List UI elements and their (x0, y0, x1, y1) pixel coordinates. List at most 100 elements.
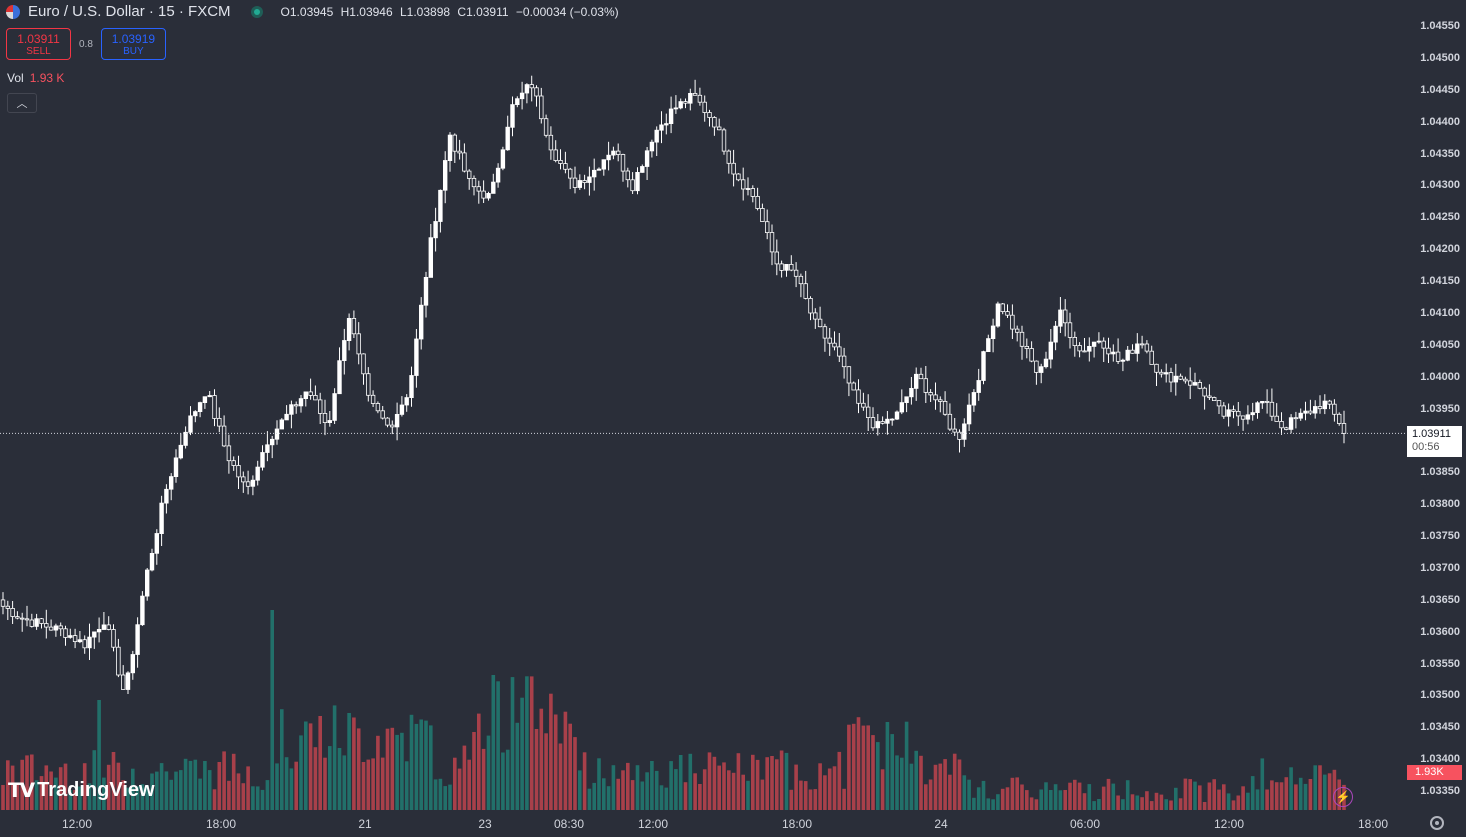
volume-bar (1034, 799, 1039, 810)
last-volume-label: 1.93K (1407, 765, 1462, 780)
volume-bar (419, 719, 423, 810)
price-chart[interactable] (0, 0, 1406, 810)
brand-name: TradingView (37, 779, 155, 801)
volume-bar (467, 759, 471, 810)
candle-body (885, 418, 890, 424)
candle-body (404, 397, 409, 406)
candle-body (1231, 409, 1236, 412)
volume-bar (1020, 784, 1024, 810)
candle-body (1106, 347, 1111, 355)
candle-body (635, 171, 640, 192)
candle-body (1010, 314, 1015, 330)
candle-body (140, 595, 145, 626)
candle-body (510, 104, 515, 128)
candle-body (1221, 405, 1226, 417)
flag-icon (6, 4, 20, 19)
volume-bar (54, 777, 58, 810)
candle-body (399, 404, 405, 415)
candle-body (1154, 363, 1159, 373)
candle-body (1115, 351, 1121, 362)
candle-body (284, 413, 289, 421)
volume-bar (270, 610, 274, 810)
price-tick: 1.03400 (1420, 753, 1460, 766)
candle-body (909, 387, 914, 398)
market-open-icon[interactable] (250, 5, 263, 18)
volume-bar (1169, 800, 1173, 810)
candle-body (1192, 382, 1198, 386)
volume-bar (1077, 782, 1082, 810)
volume-bar (323, 757, 327, 810)
volume-bar (799, 780, 803, 810)
candle-body (390, 424, 395, 428)
volume-bar (217, 762, 222, 810)
candle-body (947, 413, 953, 430)
volume-bar (251, 786, 255, 810)
volume-bar (885, 722, 890, 810)
candle-body (846, 366, 852, 384)
buy-button[interactable]: 1.03919 BUY (100, 28, 166, 60)
candle-body (923, 378, 928, 393)
candle-body (558, 159, 563, 164)
time-axis[interactable]: 12:00 18:00 21 23 08:30 12:00 18:00 24 06:00 12:0… (0, 810, 1406, 837)
time-tick: 18:00 (205, 817, 237, 831)
volume-bar (645, 772, 649, 810)
volume-bar (376, 735, 380, 810)
volume-bar (313, 747, 318, 810)
volume-bar (731, 772, 736, 810)
candle-body (755, 195, 760, 209)
candle-body (135, 624, 140, 655)
price-axis[interactable]: 1.04550 1.04500 1.04450 1.04400 1.04350 1.043… (1406, 0, 1466, 837)
price-tick: 1.03500 (1420, 689, 1460, 702)
volume-bar (10, 765, 15, 810)
volume-bar (294, 761, 298, 810)
volume-bar (563, 711, 568, 810)
candle-body (952, 428, 957, 433)
candle-body (265, 444, 270, 453)
volume-bar (1308, 779, 1313, 810)
volume-bar (952, 753, 957, 810)
candle-body (303, 391, 308, 399)
candle-body (587, 176, 592, 183)
candle-body (832, 342, 837, 348)
ohlc-close: C1.03911 (457, 4, 509, 19)
volume-bar (212, 789, 217, 810)
tradingview-logo[interactable]: 𝗧𝗩 TradingView (8, 778, 155, 803)
symbol-title[interactable]: Euro / U.S. Dollar · 15 · FXCM (28, 3, 231, 20)
candle-body (1096, 340, 1102, 343)
ohlc-low: L1.03898 (400, 4, 451, 19)
price-tick: 1.03800 (1420, 498, 1460, 511)
candle-body (53, 625, 59, 631)
volume-bar (621, 770, 625, 810)
volume-bar (688, 753, 693, 810)
volume-bar (996, 794, 1000, 810)
volume-bar (856, 717, 861, 810)
settings-icon[interactable] (1430, 816, 1444, 830)
volume-legend[interactable]: Vol 1.93 K (7, 71, 64, 85)
price-tick: 1.03700 (1420, 561, 1460, 574)
volume-bar (654, 770, 659, 810)
candle-body (471, 177, 477, 188)
candle-body (1005, 311, 1010, 316)
candle-body (418, 304, 424, 340)
candle-body (707, 112, 712, 118)
collapse-legend-button[interactable]: ︿ (7, 93, 37, 113)
volume-bar (486, 735, 491, 810)
volume-bar (832, 766, 837, 810)
candle-body (1274, 415, 1279, 422)
candle-body (519, 92, 525, 100)
candle-body (986, 338, 991, 353)
candle-body (736, 173, 741, 181)
volume-bar (140, 784, 145, 810)
candle-body (539, 95, 544, 120)
flash-icon[interactable]: ⚡ (1333, 787, 1353, 807)
candle-body (1298, 412, 1303, 419)
volume-bar (900, 757, 904, 810)
candle-body (870, 417, 876, 429)
volume-bar (544, 733, 548, 810)
candle-body (385, 417, 390, 426)
time-tick: 24 (934, 817, 948, 831)
candle-body (1144, 343, 1150, 352)
candle-body (678, 101, 683, 109)
sell-button[interactable]: 1.03911 SELL (6, 28, 71, 60)
candle-body (630, 179, 635, 192)
